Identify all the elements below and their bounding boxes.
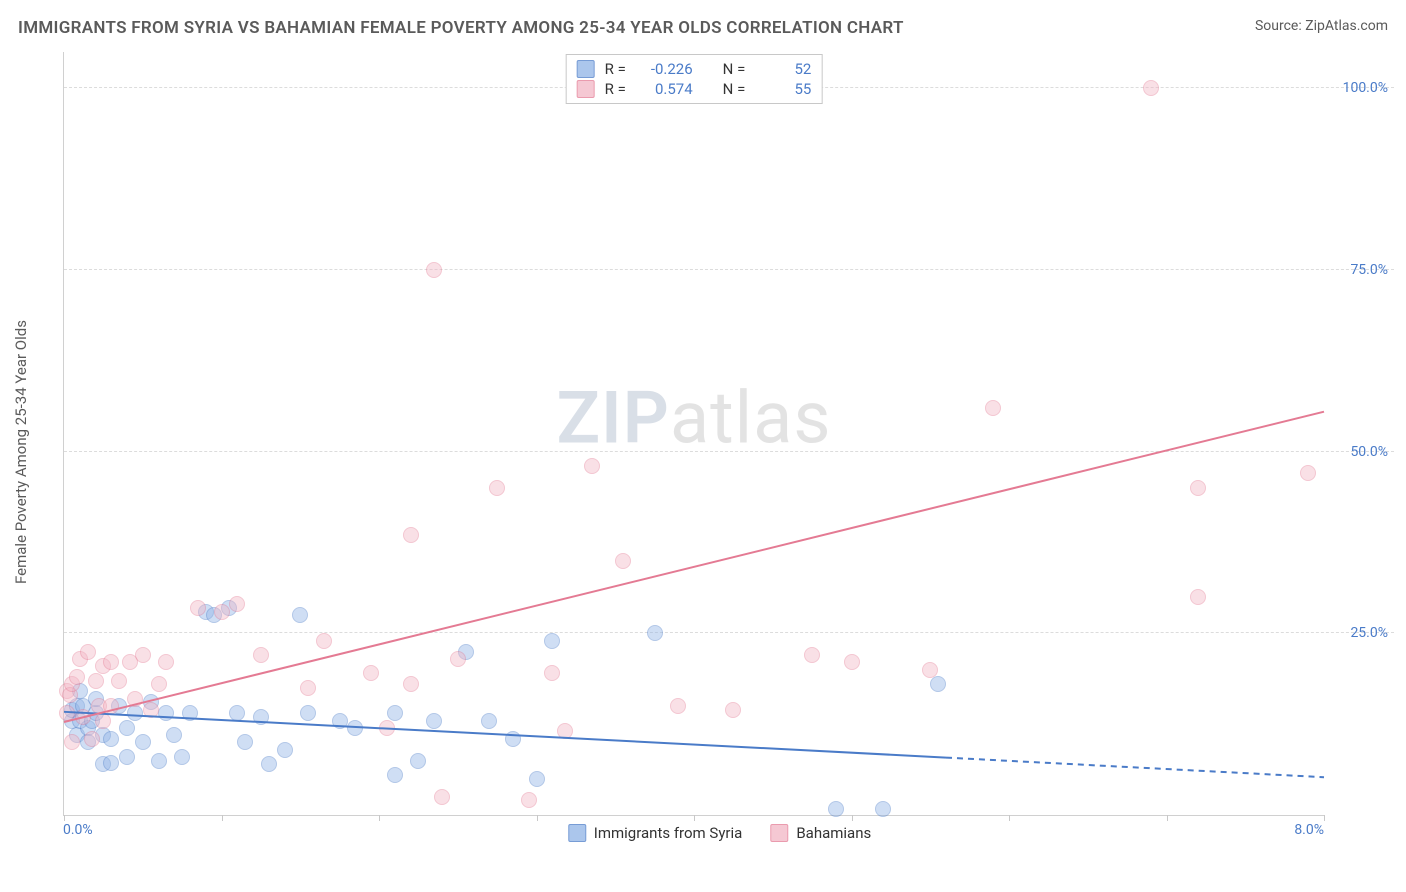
x-max-label: 8.0% [1294, 822, 1324, 838]
y-tick-label: 75.0% [1350, 262, 1388, 278]
legend-row-bahamians: R = 0.574 N = 55 [577, 79, 812, 99]
x-tick [64, 815, 65, 821]
x-min-label: 0.0% [63, 822, 93, 838]
source-name: ZipAtlas.com [1305, 18, 1388, 34]
y-tick-label: 100.0% [1343, 80, 1388, 96]
y-tick-label: 25.0% [1350, 625, 1388, 641]
legend-n-value-bahamians: 55 [755, 80, 811, 98]
chart-title: IMMIGRANTS FROM SYRIA VS BAHAMIAN FEMALE… [18, 18, 904, 38]
legend-n-value-syria: 52 [755, 60, 811, 78]
legend-swatch-syria [568, 824, 586, 842]
x-tick [222, 815, 223, 821]
series-label-syria: Immigrants from Syria [594, 824, 743, 842]
series-legend-item-bahamians: Bahamians [770, 824, 871, 842]
chart-header: IMMIGRANTS FROM SYRIA VS BAHAMIAN FEMALE… [18, 18, 1388, 38]
x-tick [1324, 815, 1325, 821]
legend-swatch-syria [577, 60, 595, 78]
legend-r-value-bahamians: 0.574 [637, 80, 693, 98]
series-legend-item-syria: Immigrants from Syria [568, 824, 743, 842]
chart-container: Female Poverty Among 25-34 Year Olds ZIP… [45, 52, 1394, 852]
trend-line-bahamians [64, 412, 1324, 722]
legend-r-label: R = [605, 80, 627, 98]
y-axis-title: Female Poverty Among 25-34 Year Olds [12, 320, 30, 584]
x-tick [537, 815, 538, 821]
legend-swatch-bahamians [577, 80, 595, 98]
legend-n-label: N = [723, 80, 746, 98]
source-attribution: Source: ZipAtlas.com [1255, 18, 1388, 34]
x-tick [1009, 815, 1010, 821]
x-tick [852, 815, 853, 821]
plot-area: ZIPatlas R =-0.226N =52R =0.574N =55 25.… [63, 52, 1324, 816]
source-prefix: Source: [1255, 18, 1305, 34]
trend-line-dashed-syria [946, 758, 1324, 778]
x-tick [1167, 815, 1168, 821]
legend-n-label: N = [723, 60, 746, 78]
legend-r-label: R = [605, 60, 627, 78]
legend-row-syria: R = -0.226 N = 52 [577, 59, 812, 79]
y-tick-label: 50.0% [1350, 444, 1388, 460]
legend-r-value-syria: -0.226 [637, 60, 693, 78]
trend-lines [64, 52, 1324, 815]
trend-line-syria [64, 712, 946, 758]
x-tick [379, 815, 380, 821]
x-tick [694, 815, 695, 821]
series-label-bahamians: Bahamians [796, 824, 871, 842]
legend-swatch-bahamians [770, 824, 788, 842]
correlation-legend: R = -0.226 N = 52 R = 0.574 N = 55 [566, 54, 823, 104]
series-legend: Immigrants from Syria Bahamians [568, 824, 871, 842]
